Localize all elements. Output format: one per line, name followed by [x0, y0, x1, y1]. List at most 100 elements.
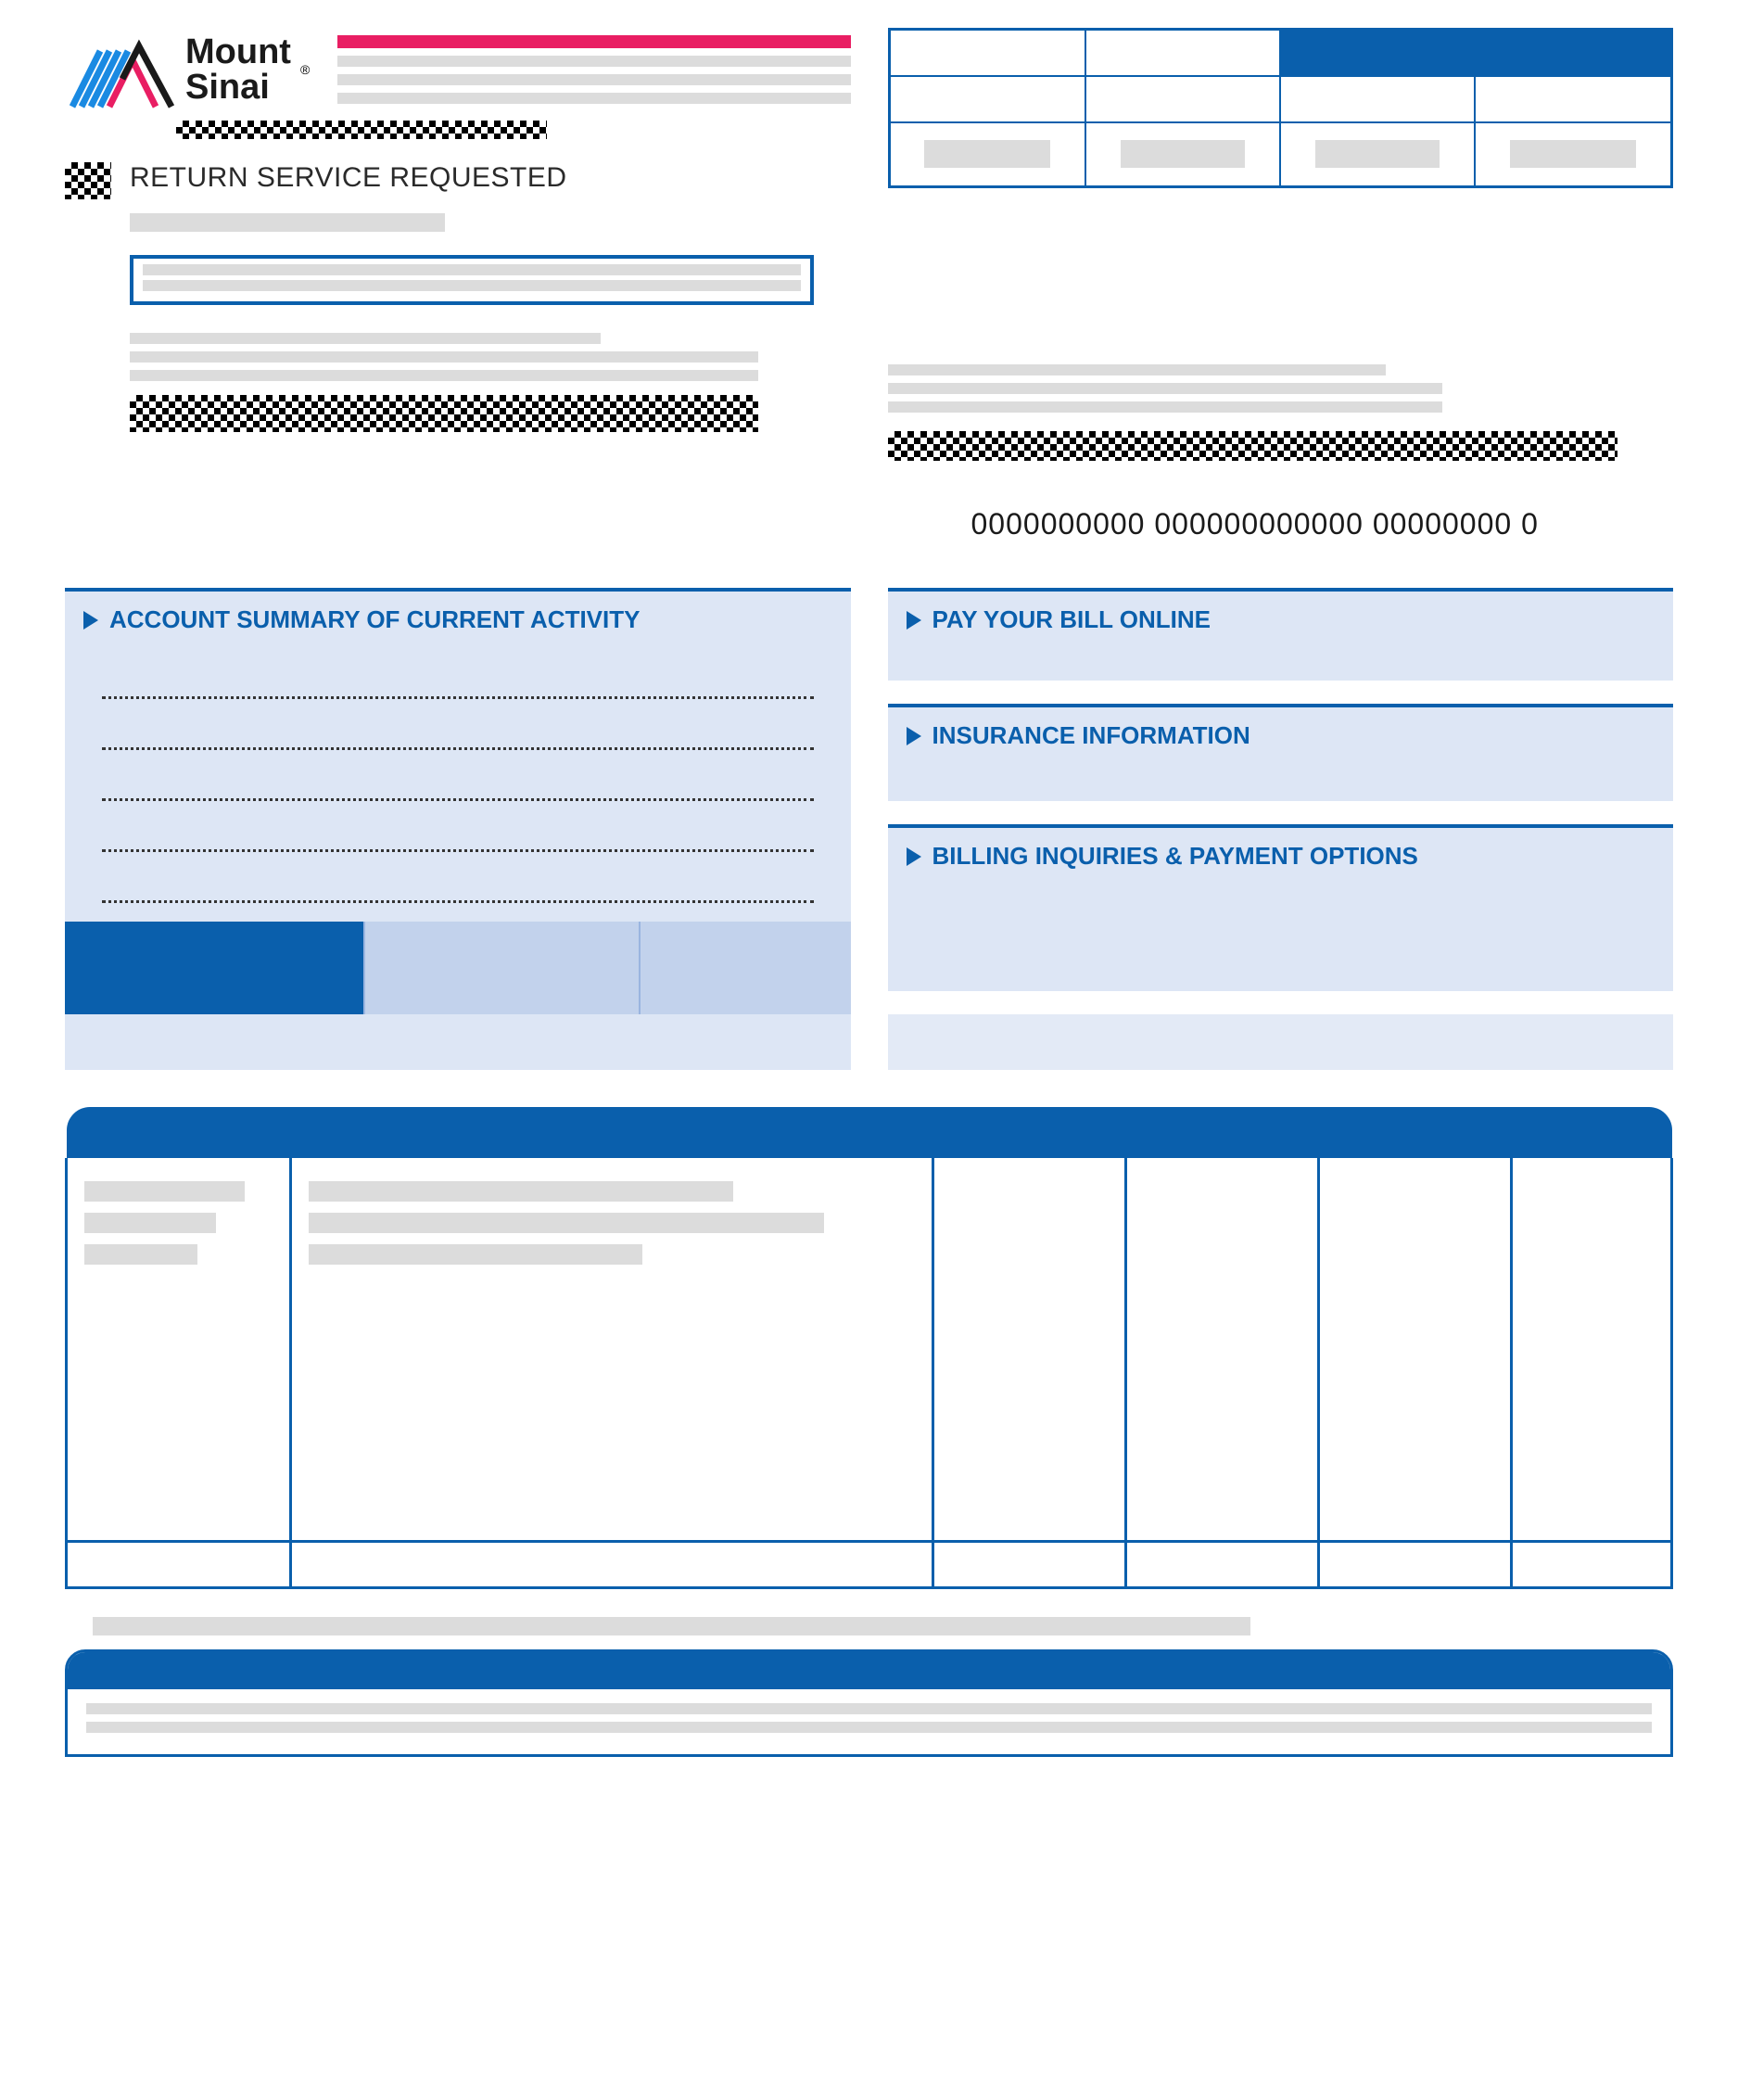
top-section: Mount Sinai ® RETURN SERVICE REQUESTED [65, 28, 1673, 541]
brand-logo: Mount Sinai ® [65, 28, 310, 111]
table-cell [291, 1158, 933, 1542]
top-left-column: Mount Sinai ® RETURN SERVICE REQUESTED [65, 28, 851, 541]
payee-lines-block [888, 364, 1674, 413]
panel-title: INSURANCE INFORMATION [932, 721, 1250, 750]
account-info-table [888, 28, 1674, 188]
footer-note-placeholder [93, 1617, 1250, 1635]
triangle-icon [907, 727, 921, 745]
placeholder-value [924, 140, 1050, 168]
footer-cell [363, 922, 639, 1014]
mountain-logo-icon [65, 28, 176, 111]
table-header-cell [1318, 1107, 1511, 1158]
outlined-address-box [130, 255, 814, 305]
panel-header: ACCOUNT SUMMARY OF CURRENT ACTIVITY [65, 592, 851, 648]
placeholder-line [130, 351, 758, 363]
table-cell [67, 1158, 291, 1542]
summary-row [102, 764, 814, 801]
placeholder-value [84, 1213, 216, 1233]
table-row [67, 1542, 1672, 1588]
placeholder-line [86, 1722, 1652, 1733]
address-lines-block [130, 333, 758, 381]
table-header-cell [291, 1107, 933, 1158]
ocr-scan-line: 0000000000 000000000000 00000000 0 [888, 507, 1674, 541]
placeholder-value [84, 1244, 197, 1265]
table-cell [1318, 1158, 1511, 1542]
account-summary-panel: ACCOUNT SUMMARY OF CURRENT ACTIVITY [65, 588, 851, 1070]
table-row [67, 1158, 1672, 1542]
footer-cell-dark [65, 922, 363, 1014]
table-cell [1126, 1158, 1319, 1542]
panel-title: BILLING INQUIRIES & PAYMENT OPTIONS [932, 842, 1418, 871]
table-header-cell [67, 1107, 291, 1158]
table-cell [1475, 122, 1671, 187]
charges-detail-table [65, 1107, 1673, 1589]
insurance-panel: INSURANCE INFORMATION [888, 704, 1674, 801]
pay-online-panel: PAY YOUR BILL ONLINE [888, 588, 1674, 681]
summary-footer-bar [65, 922, 851, 1014]
table-cell [67, 1542, 291, 1588]
triangle-icon [907, 847, 921, 866]
panel-header: BILLING INQUIRIES & PAYMENT OPTIONS [888, 828, 1674, 885]
placeholder-value [309, 1181, 733, 1202]
billing-inquiries-panel: BILLING INQUIRIES & PAYMENT OPTIONS [888, 824, 1674, 991]
table-header-cell [1126, 1107, 1319, 1158]
table-cell [889, 122, 1085, 187]
table-subheader-row [889, 76, 1672, 122]
placeholder-line [337, 93, 850, 104]
messages-content [68, 1689, 1670, 1754]
placeholder-line [143, 264, 801, 275]
placeholder-value [1121, 140, 1245, 168]
triangle-icon [907, 611, 921, 630]
brand-line1: Mount [185, 32, 291, 71]
brand-line2: Sinai [185, 68, 270, 107]
summary-row [102, 713, 814, 750]
table-cell [933, 1542, 1126, 1588]
summary-row [102, 662, 814, 699]
top-right-column: 0000000000 000000000000 00000000 0 [888, 28, 1674, 541]
summary-row [102, 866, 814, 903]
table-header-row [67, 1107, 1672, 1158]
table-cell [291, 1542, 933, 1588]
placeholder-bar [130, 213, 445, 232]
panel-header: PAY YOUR BILL ONLINE [888, 592, 1674, 648]
table-cell [1318, 1542, 1511, 1588]
extra-info-panel [888, 1014, 1674, 1070]
triangle-icon [83, 611, 98, 630]
table-cell [1280, 76, 1475, 122]
checker-strip [130, 395, 758, 432]
messages-header-bar [68, 1652, 1670, 1689]
placeholder-line [86, 1703, 1652, 1714]
table-header-row [889, 30, 1672, 76]
placeholder-line [888, 401, 1443, 413]
table-cell [933, 1158, 1126, 1542]
header-placeholder-lines [337, 35, 850, 111]
table-header-cell [1085, 30, 1280, 76]
return-service-label: RETURN SERVICE REQUESTED [130, 162, 567, 194]
panel-title: ACCOUNT SUMMARY OF CURRENT ACTIVITY [109, 605, 640, 634]
checker-strip [888, 431, 1618, 461]
brand-name: Mount Sinai [185, 34, 291, 105]
logo-row: Mount Sinai ® [65, 28, 851, 111]
messages-box [65, 1649, 1673, 1757]
placeholder-line [130, 333, 601, 344]
table-header-cell [1511, 1107, 1671, 1158]
placeholder-line [888, 364, 1386, 375]
panel-header: INSURANCE INFORMATION [888, 707, 1674, 764]
placeholder-line [130, 370, 758, 381]
placeholder-line [337, 74, 850, 85]
placeholder-value [1315, 140, 1440, 168]
table-cell [889, 76, 1085, 122]
table-header-cell [889, 30, 1085, 76]
table-header-cell [933, 1107, 1126, 1158]
checker-strip [176, 121, 547, 139]
table-cell [1085, 76, 1280, 122]
mid-panels-section: ACCOUNT SUMMARY OF CURRENT ACTIVITY PAY … [65, 588, 1673, 1070]
placeholder-line [888, 383, 1443, 394]
panel-title: PAY YOUR BILL ONLINE [932, 605, 1212, 634]
footer-cell [639, 922, 851, 1014]
table-cell [1511, 1542, 1671, 1588]
registered-mark: ® [300, 62, 310, 77]
placeholder-line [143, 280, 801, 291]
table-cell [1511, 1158, 1671, 1542]
placeholder-value [309, 1244, 642, 1265]
